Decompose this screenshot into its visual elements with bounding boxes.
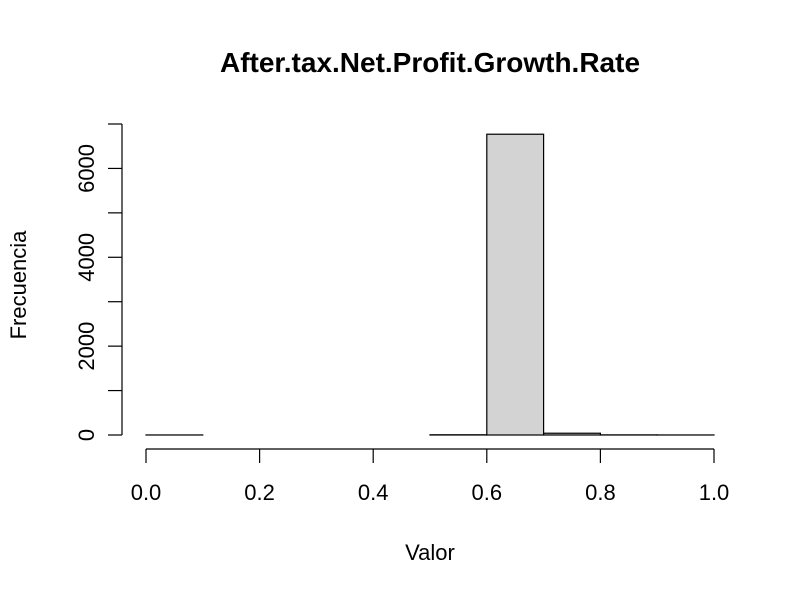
bars-group [146, 134, 714, 435]
x-tick-label: 0.2 [244, 480, 275, 505]
y-tick-label: 6000 [74, 144, 99, 193]
chart-title: After.tax.Net.Profit.Growth.Rate [220, 47, 640, 78]
y-axis: 0 2000 4000 6000 [74, 124, 122, 441]
x-tick-label: 0.4 [358, 480, 389, 505]
x-axis: 0.0 0.2 0.4 0.6 0.8 1.0 [131, 449, 730, 505]
x-tick-label: 0.6 [472, 480, 503, 505]
y-tick-label: 4000 [74, 233, 99, 282]
x-axis-label: Valor [405, 540, 455, 565]
y-tick-label: 0 [74, 429, 99, 441]
histogram-bar [544, 433, 601, 435]
x-tick-label: 1.0 [699, 480, 730, 505]
x-tick-label: 0.8 [585, 480, 616, 505]
x-tick-label: 0.0 [131, 480, 162, 505]
y-axis-label: Frecuencia [6, 230, 31, 340]
y-tick-label: 2000 [74, 322, 99, 371]
histogram-bar [487, 134, 544, 435]
